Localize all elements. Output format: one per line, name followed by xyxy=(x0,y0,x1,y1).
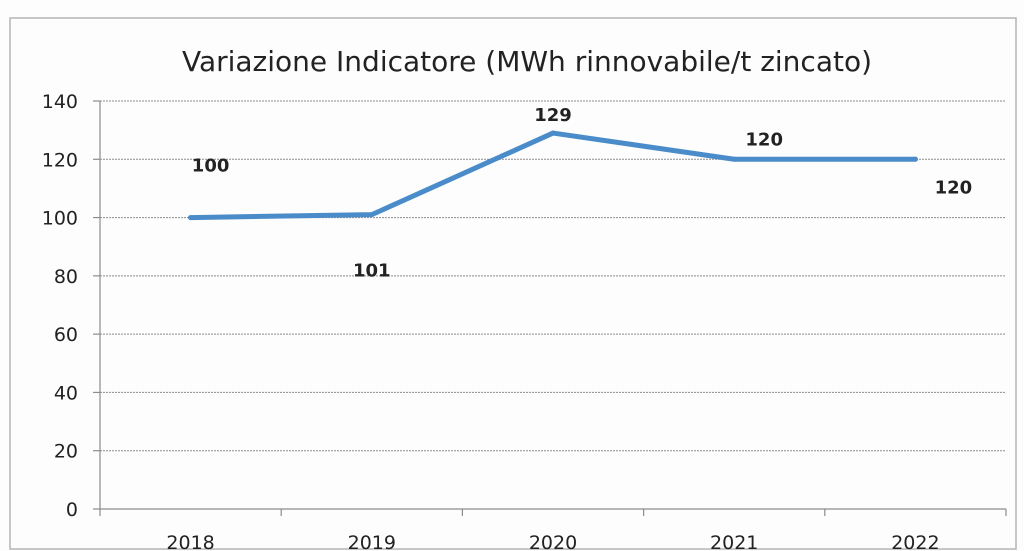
x-tick-label: 2022 xyxy=(891,532,939,551)
grid-lines xyxy=(100,100,1006,452)
y-tick-labels: 0 20 40 60 80 100 120 140 xyxy=(42,91,78,521)
chart-border xyxy=(9,17,1017,550)
data-point xyxy=(369,212,375,218)
data-point xyxy=(188,215,194,221)
x-tick-label: 2019 xyxy=(348,532,396,551)
y-tick-label: 0 xyxy=(66,499,78,521)
data-label: 100 xyxy=(192,156,230,177)
y-tick-label: 20 xyxy=(54,441,78,463)
data-point xyxy=(912,156,918,162)
x-tick-label: 2021 xyxy=(710,532,758,551)
axes xyxy=(93,100,1007,516)
y-tick-label: 120 xyxy=(42,149,78,171)
x-tick-labels: 2018 2019 2020 2021 2022 xyxy=(166,532,939,551)
y-tick-label: 60 xyxy=(54,324,78,346)
series-line xyxy=(188,130,918,221)
x-tick-label: 2020 xyxy=(529,532,577,551)
y-tick-label: 140 xyxy=(42,91,78,113)
y-tick-label: 40 xyxy=(54,382,78,404)
chart-title: Variazione Indicatore (MWh rinnovabile/t… xyxy=(182,45,872,78)
data-labels: 100 101 129 120 120 xyxy=(192,105,972,282)
x-tick-label: 2018 xyxy=(166,532,214,551)
data-label: 120 xyxy=(745,129,783,150)
data-label: 101 xyxy=(353,261,391,282)
data-label: 129 xyxy=(534,105,572,126)
y-tick-label: 100 xyxy=(42,208,78,230)
series-lines xyxy=(188,130,918,221)
data-point xyxy=(550,130,556,136)
data-label: 120 xyxy=(935,177,973,198)
y-tick-label: 80 xyxy=(54,266,78,288)
data-point xyxy=(731,156,737,162)
